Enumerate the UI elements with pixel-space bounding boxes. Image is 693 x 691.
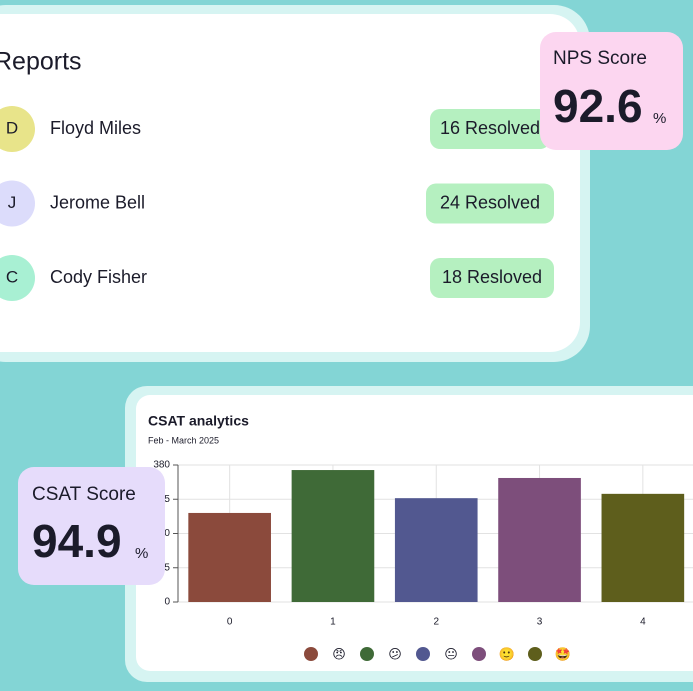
- csat-label: CSAT Score: [32, 484, 136, 505]
- bar: [601, 493, 685, 602]
- csat-value: 94.9: [32, 515, 122, 567]
- nps-unit: %: [653, 110, 666, 127]
- avatar: [0, 180, 35, 227]
- status-badge: [430, 258, 554, 298]
- x-tick-label: 2: [433, 617, 439, 628]
- legend-label: 😠: [332, 646, 346, 661]
- card: [0, 14, 580, 352]
- chart-title: CSAT analytics: [148, 413, 249, 429]
- x-tick-label: 1: [330, 617, 336, 628]
- legend-label: 🤩: [555, 646, 571, 661]
- person-name: Jerome Bell: [50, 192, 145, 212]
- avatar: [0, 255, 35, 301]
- x-tick-label: 3: [537, 617, 543, 628]
- legend-swatch: [472, 647, 486, 661]
- legend-swatch: [416, 647, 430, 661]
- nps-card: NPS Score 92.6 %: [540, 32, 683, 150]
- legend-swatch: [360, 647, 374, 661]
- y-tick-label: 380: [153, 460, 170, 471]
- bar: [188, 512, 271, 602]
- x-tick-label: 4: [640, 617, 646, 628]
- status-badge: [430, 109, 550, 149]
- avatar: [0, 106, 35, 152]
- legend-label: 🙂: [499, 646, 515, 661]
- status-text: 16 Resolved: [440, 118, 540, 138]
- reports-card: Reports D Floyd Miles 16 Resolved J Jerome B…: [0, 5, 590, 362]
- chart-card: CSAT analytics Feb - March 2025 09519028…: [125, 386, 693, 682]
- csat-unit: %: [135, 545, 148, 562]
- x-tick-label: 0: [227, 617, 233, 628]
- csat-card: CSAT Score 94.9 %: [18, 467, 165, 585]
- status-badge: [426, 183, 554, 224]
- avatar-initial: D: [6, 118, 18, 137]
- avatar-initial: J: [8, 193, 17, 212]
- y-tick-label: 0: [164, 597, 170, 608]
- legend-swatch: [304, 647, 318, 661]
- legend-label: 😕: [388, 646, 402, 661]
- nps-value: 92.6: [553, 80, 643, 132]
- status-text: 24 Resolved: [440, 192, 540, 212]
- chart-subtitle: Feb - March 2025: [148, 435, 219, 445]
- bar: [291, 470, 375, 602]
- card: [540, 32, 683, 150]
- person-name: Cody Fisher: [50, 267, 147, 287]
- person-name: Floyd Miles: [50, 118, 141, 138]
- reports-title: Reports: [0, 48, 82, 76]
- avatar-initial: C: [6, 267, 18, 286]
- bar: [498, 477, 581, 602]
- card: [18, 467, 165, 585]
- bar: [394, 498, 478, 602]
- nps-label: NPS Score: [553, 48, 647, 69]
- legend-swatch: [528, 647, 542, 661]
- legend-label: 😐: [444, 646, 458, 661]
- status-text: 18 Resloved: [442, 267, 542, 287]
